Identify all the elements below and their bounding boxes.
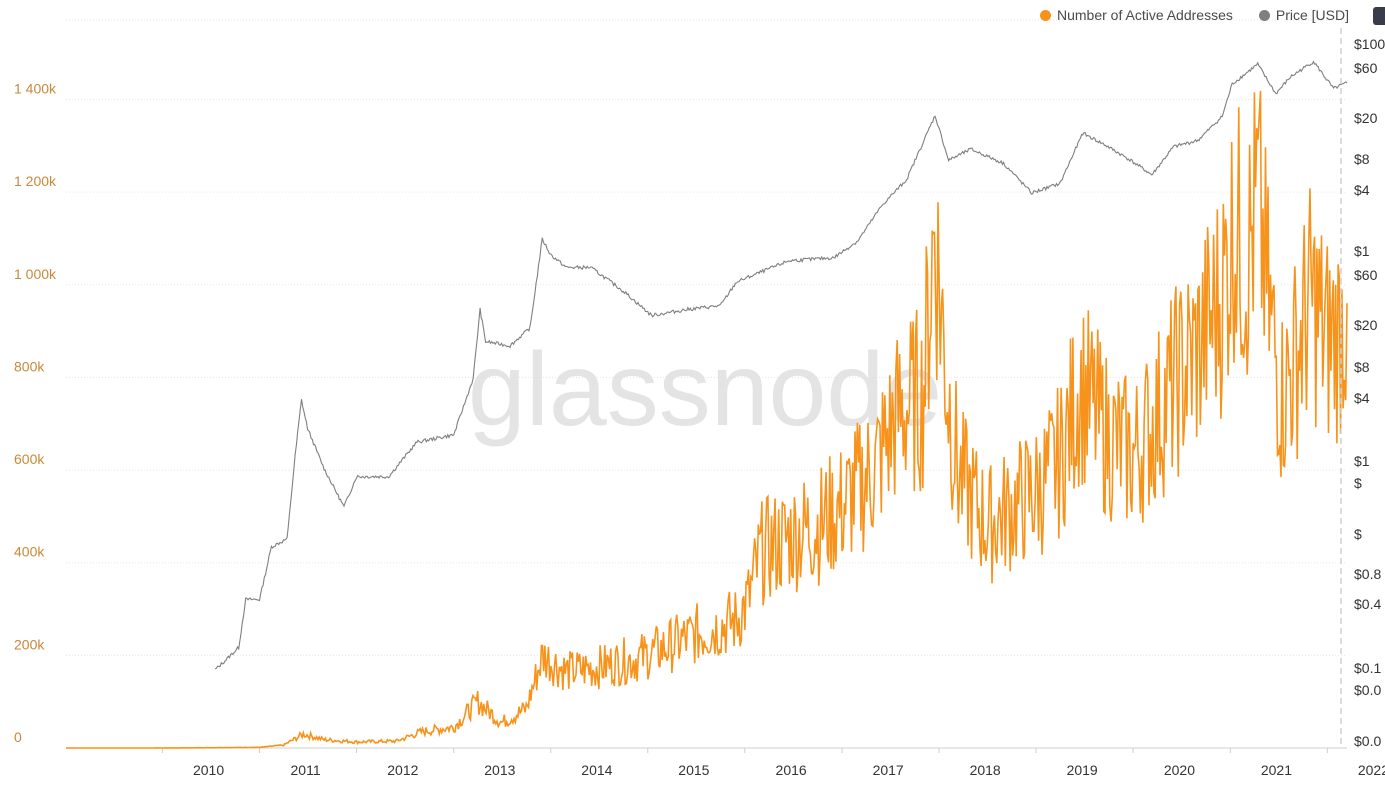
legend-swatch-active-addresses [1040,9,1051,21]
right-tick-label: $20 [1354,110,1378,126]
gridlines [66,19,1347,656]
x-tick-label: 2015 [678,762,709,778]
x-tick-label: 2014 [581,762,612,778]
x-tick-label: 2010 [193,762,224,778]
x-tick-label: 2019 [1067,762,1098,778]
left-tick-label: 200k [14,636,45,652]
x-tick-label: 2021 [1261,762,1292,778]
legend-swatch-price [1258,9,1270,21]
left-tick-label: 1 200k [14,173,57,189]
right-axis-ticks: $0.0 $0.0 $0.1 $0.4 $0.8 $ $ $1 $4 $8 $20 $60 $1 $4 $8… [1354,36,1385,749]
left-tick-label: 0 [14,729,22,745]
left-tick-label: 600k [14,451,45,467]
left-axis-ticks: 0 200k 400k 600k 800k 1 000k 1 200k 1 400k [14,80,57,745]
x-tick-label: 2011 [291,762,321,778]
legend-label-active-addresses: Number of Active Addresses [1057,7,1233,23]
x-tick-label: 2022 [1358,762,1385,778]
right-tick-label: $8 [1354,151,1370,167]
right-tick-label: $0.1 [1354,660,1381,676]
legend-item-active-addresses[interactable]: Number of Active Addresses [1040,7,1233,23]
right-tick-label: $0.4 [1354,596,1381,612]
left-tick-label: 1 000k [14,266,57,282]
legend: Number of Active Addresses Price [USD] [1040,7,1349,23]
watermark: glassnode [468,332,942,448]
series-line-active-addresses [66,90,1348,749]
right-tick-label: $ [1354,475,1362,491]
right-tick-label: $0.0 [1354,733,1381,749]
right-tick-label: $ [1354,526,1362,542]
legend-label-price: Price [USD] [1275,7,1349,23]
right-tick-label: $4 [1354,390,1370,406]
x-tick-label: 2012 [387,762,418,778]
right-tick-label: $60 [1354,60,1378,76]
x-tick-label: 2017 [873,762,904,778]
x-tick-label: 2013 [484,762,515,778]
series-line-price [214,60,1348,670]
left-tick-label: 1 400k [14,80,57,96]
x-tick-label: 2020 [1164,762,1195,778]
right-tick-label: $1 [1354,453,1370,469]
right-tick-label: $0.8 [1354,566,1381,582]
series-layer [66,60,1348,749]
right-tick-label: $100 [1354,36,1385,52]
menu-button[interactable] [1373,7,1385,25]
x-axis-ticks: 2010 2011 2012 2013 2014 2015 2016 2017 2018 2019… [66,747,1385,778]
x-tick-label: 2016 [776,762,807,778]
right-tick-label: $60 [1354,267,1378,283]
right-tick-label: $0.0 [1354,682,1381,698]
legend-item-price[interactable]: Price [USD] [1258,7,1349,23]
right-tick-label: $4 [1354,182,1370,198]
right-tick-label: $8 [1354,359,1370,375]
right-tick-label: $20 [1354,317,1378,333]
left-tick-label: 800k [14,358,45,374]
left-tick-label: 400k [14,544,45,560]
right-tick-label: $1 [1354,243,1370,259]
x-tick-label: 2018 [970,762,1001,778]
